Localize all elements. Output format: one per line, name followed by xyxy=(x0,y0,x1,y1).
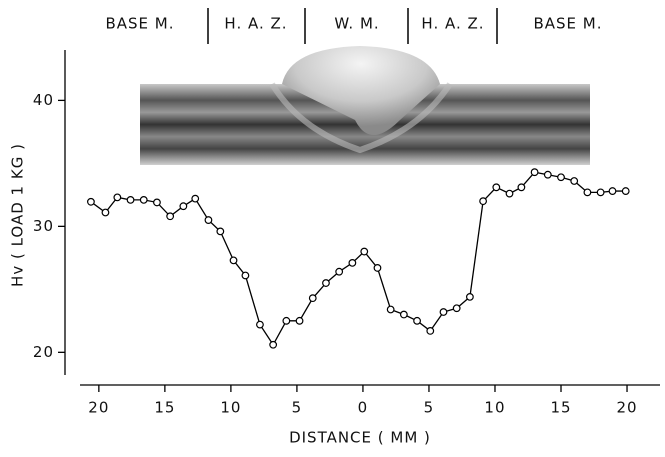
data-point xyxy=(241,271,250,280)
data-point xyxy=(229,256,238,265)
data-point xyxy=(479,197,487,206)
data-point xyxy=(413,316,421,325)
data-point xyxy=(256,320,264,329)
data-point xyxy=(204,216,213,224)
data-point xyxy=(543,170,552,179)
data-point xyxy=(139,196,148,204)
x-tick-label: 20 xyxy=(616,399,637,417)
x-tick-label: 5 xyxy=(424,399,435,417)
data-point xyxy=(399,310,408,319)
data-point xyxy=(583,188,592,197)
zone-label: H. A. Z. xyxy=(421,15,484,33)
data-point xyxy=(517,183,526,192)
data-point xyxy=(166,212,175,221)
data-point xyxy=(505,189,514,198)
data-point xyxy=(101,208,110,217)
data-point xyxy=(570,177,579,185)
zone-label: BASE M. xyxy=(105,15,174,33)
data-line xyxy=(90,171,626,347)
x-tick-label: 15 xyxy=(154,399,175,417)
data-point xyxy=(295,316,304,325)
zone-label: W. M. xyxy=(334,15,379,33)
micrograph xyxy=(140,46,590,165)
data-point xyxy=(452,304,461,313)
y-tick-label: 20 xyxy=(33,343,54,361)
x-tick-label: 15 xyxy=(550,399,571,417)
data-point xyxy=(216,227,225,236)
data-point xyxy=(530,168,539,177)
x-tick-label: 5 xyxy=(292,399,303,417)
zone-label: H. A. Z. xyxy=(224,15,287,33)
data-point xyxy=(191,194,200,203)
data-point xyxy=(557,173,565,182)
data-point xyxy=(608,187,617,195)
data-point xyxy=(87,197,95,206)
x-tick-label: 20 xyxy=(88,399,109,417)
data-point xyxy=(360,247,369,256)
data-point xyxy=(386,305,395,314)
data-point xyxy=(113,193,122,202)
x-tick-label: 10 xyxy=(220,399,241,417)
data-point xyxy=(269,340,278,349)
data-point xyxy=(492,183,501,192)
y-axis-label: Hv ( LOAD 1 KG ) xyxy=(9,143,27,287)
data-point xyxy=(153,198,161,207)
data-point xyxy=(126,196,135,204)
data-point xyxy=(308,294,317,303)
data-point xyxy=(596,188,605,197)
data-point xyxy=(335,267,344,276)
x-tick-label: 0 xyxy=(358,399,369,417)
data-point xyxy=(282,316,291,325)
data-point xyxy=(373,264,382,272)
data-point xyxy=(322,279,330,287)
y-tick-label: 40 xyxy=(33,91,54,109)
data-point xyxy=(426,327,435,335)
y-tick-label: 30 xyxy=(33,217,54,235)
data-point xyxy=(348,258,357,267)
data-point xyxy=(465,292,474,301)
zone-dividers xyxy=(207,8,498,44)
data-point xyxy=(179,202,188,211)
zone-label: BASE M. xyxy=(533,15,602,33)
x-tick-label: 10 xyxy=(484,399,505,417)
x-axis-label: DISTANCE ( MM ) xyxy=(289,429,431,447)
data-point xyxy=(439,308,448,316)
data-point xyxy=(621,187,630,195)
